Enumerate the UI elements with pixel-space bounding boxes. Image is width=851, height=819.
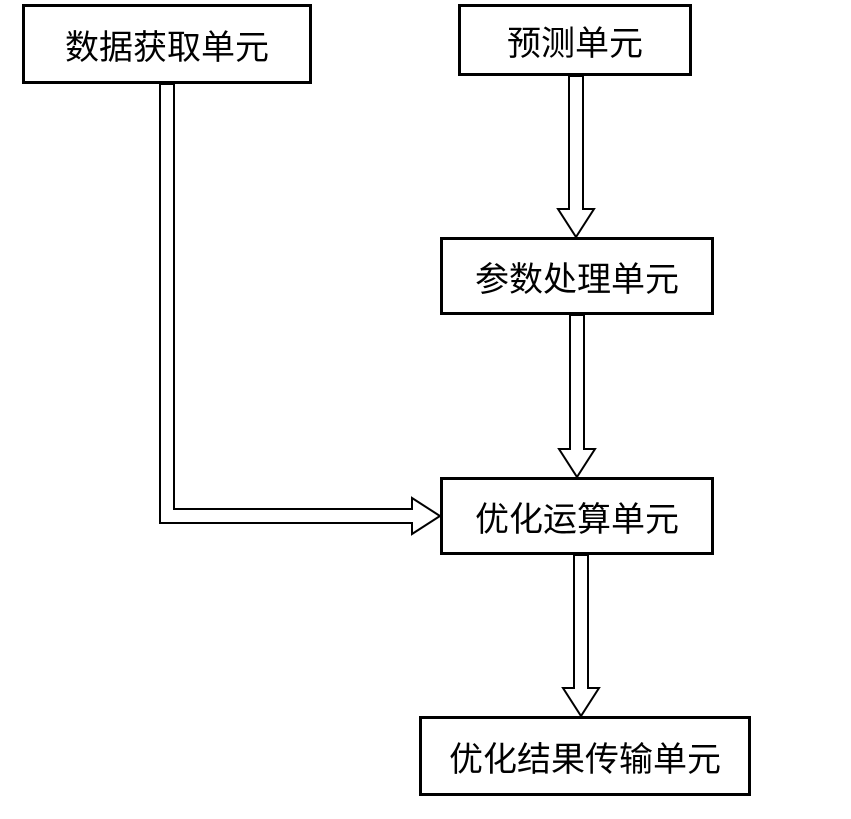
edges-layer — [0, 0, 851, 819]
node-label: 优化结果传输单元 — [449, 732, 721, 781]
arrow — [558, 76, 594, 237]
arrow — [563, 555, 599, 716]
node-prediction: 预测单元 — [458, 4, 692, 76]
node-optimization: 优化运算单元 — [440, 477, 714, 555]
node-result-transfer: 优化结果传输单元 — [419, 716, 751, 796]
node-label: 参数处理单元 — [475, 252, 679, 301]
node-label: 优化运算单元 — [475, 492, 679, 541]
diagram-canvas: 数据获取单元 预测单元 参数处理单元 优化运算单元 优化结果传输单元 — [0, 0, 851, 819]
node-label: 预测单元 — [507, 16, 643, 65]
arrow — [160, 84, 440, 534]
node-label: 数据获取单元 — [65, 20, 269, 69]
node-param-processing: 参数处理单元 — [440, 237, 714, 315]
arrow — [559, 315, 595, 477]
node-data-acquisition: 数据获取单元 — [22, 4, 312, 84]
